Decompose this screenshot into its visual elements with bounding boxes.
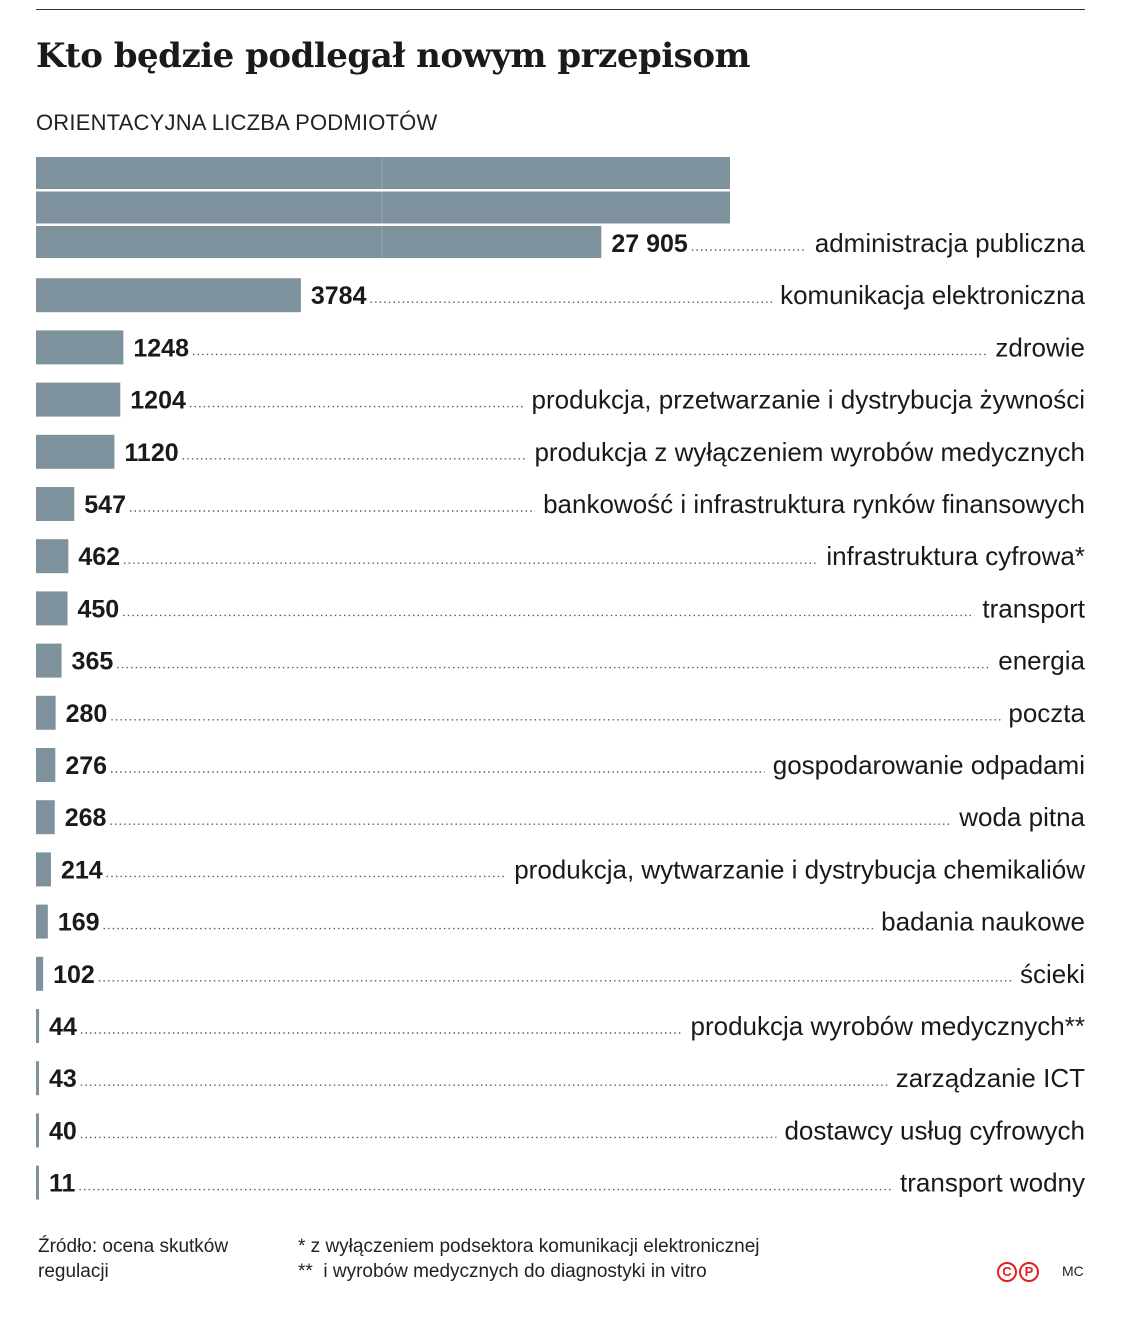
bar (36, 591, 68, 626)
bar (36, 1113, 39, 1148)
bar (36, 800, 55, 835)
value-label: 365 (72, 648, 114, 676)
value-label: 1204 (130, 387, 186, 415)
category-label: bankowość i infrastruktura rynków finans… (543, 489, 1085, 519)
source-note: Źródło: ocena skutków regulacji (38, 1236, 229, 1282)
value-label: 1120 (124, 439, 178, 467)
bar (36, 643, 62, 678)
value-label: 40 (49, 1117, 77, 1145)
bar (36, 695, 56, 730)
bar (36, 1009, 40, 1043)
author-initials: MC (1062, 1263, 1084, 1279)
value-label: 169 (58, 909, 100, 937)
category-label: ścieki (1020, 959, 1085, 989)
footnote-2: ** i wyrobów medycznych do diagnostyki i… (298, 1261, 707, 1282)
value-label: 462 (78, 543, 120, 571)
logo-letter-p: P (1019, 1262, 1039, 1282)
bar-strip (36, 157, 730, 189)
bar (36, 434, 115, 469)
category-label: gospodarowanie odpadami (773, 750, 1085, 780)
value-label: 276 (65, 752, 107, 780)
chart-title: Kto będzie podlegał nowym przepisom (36, 36, 750, 76)
value-label: 214 (61, 856, 103, 884)
category-label: transport (982, 593, 1085, 623)
bar (36, 278, 301, 313)
bar (36, 539, 69, 574)
top-rule (36, 9, 1085, 10)
bar (36, 487, 75, 521)
chart-subtitle: ORIENTACYJNA LICZBA PODMIOTÓW (36, 110, 438, 135)
category-label: energia (998, 646, 1085, 676)
category-label: produkcja z wyłączeniem wyrobów medyczny… (534, 437, 1085, 467)
category-label: produkcja, wytwarzanie i dystrybucja che… (514, 854, 1085, 884)
bar (36, 748, 56, 782)
category-label: komunikacja elektroniczna (780, 280, 1085, 310)
footnotes: * z wyłączeniem podsektora komunikacji e… (298, 1234, 759, 1284)
value-label: 547 (84, 491, 126, 519)
category-label: poczta (1008, 698, 1085, 728)
value-label: 1248 (133, 334, 189, 362)
value-label: 450 (78, 595, 120, 623)
category-label: produkcja wyrobów medycznych** (690, 1011, 1085, 1041)
category-label: infrastruktura cyfrowa* (826, 541, 1085, 571)
value-label: 102 (53, 961, 95, 989)
bar (36, 1165, 39, 1200)
bar (36, 382, 121, 417)
logo-letter-c: C (997, 1262, 1017, 1282)
category-label: zdrowie (995, 332, 1085, 362)
bar-chart: 27 905 administracja publiczna 3784 komunik… (36, 157, 1086, 1200)
bar-strip (36, 226, 602, 258)
value-label: 280 (66, 700, 108, 728)
category-label: zarządzanie ICT (896, 1063, 1085, 1093)
value-label: 43 (49, 1065, 77, 1093)
value-label: 3784 (311, 282, 367, 310)
category-label: transport wodny (900, 1168, 1085, 1198)
category-label: badania naukowe (881, 907, 1085, 937)
bar-strip (36, 191, 730, 224)
bar (36, 852, 51, 887)
bar (36, 330, 124, 365)
value-label: 44 (49, 1013, 77, 1041)
value-label: 268 (65, 804, 107, 832)
category-label: produkcja, przetwarzanie i dystrybucja ż… (532, 385, 1085, 415)
footnote-1: * z wyłączeniem podsektora komunikacji e… (298, 1236, 760, 1257)
bar (36, 904, 48, 939)
bar (36, 1061, 40, 1096)
value-label: 11 (49, 1170, 76, 1198)
category-label: woda pitna (958, 802, 1085, 832)
category-label: dostawcy usług cyfrowych (784, 1115, 1085, 1145)
category-label: administracja publiczna (815, 228, 1086, 258)
value-label: 27 905 (611, 230, 688, 258)
bar (36, 956, 44, 991)
